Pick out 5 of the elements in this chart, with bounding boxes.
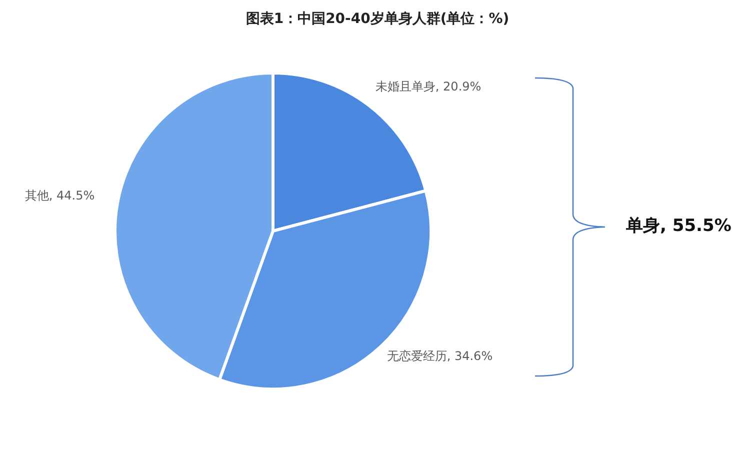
slice-label: 未婚且单身, 20.9% (375, 80, 482, 94)
text: 单身, 55.5% (626, 215, 732, 237)
slice-label: 其他, 44.5% (24, 188, 95, 203)
slice-label: 无恋爱经历, 34.6% (386, 348, 493, 363)
chart-title: 图表1：中国20-40岁单身人群(单位：%) (244, 10, 510, 28)
